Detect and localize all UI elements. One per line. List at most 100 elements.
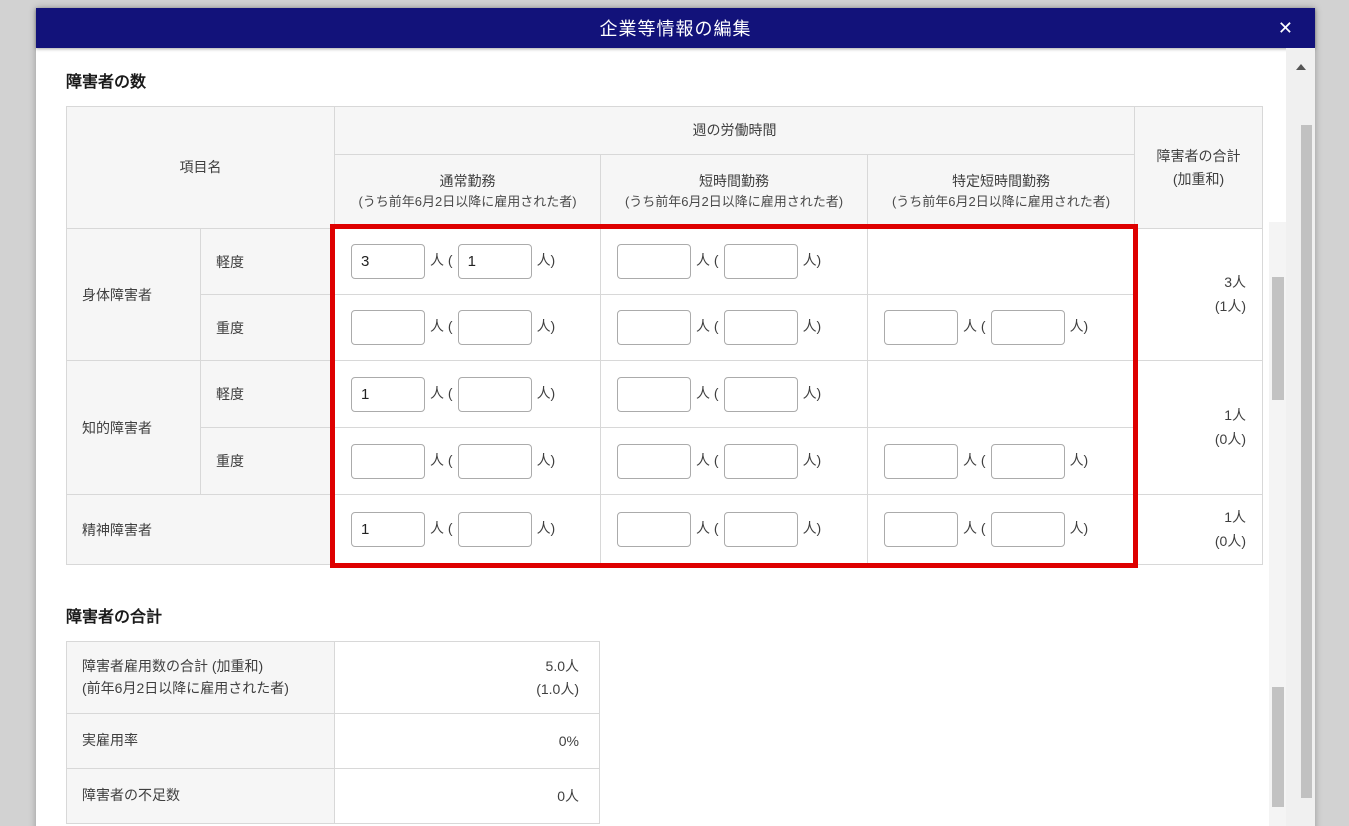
- count-input[interactable]: [617, 244, 691, 279]
- column-header-normal-work: 通常勤務 (うち前年6月2日以降に雇用された者): [334, 154, 601, 229]
- unit-label: 人 (: [430, 318, 453, 335]
- unit-label: 人): [536, 451, 556, 468]
- unit-label: 人): [802, 451, 822, 468]
- unit-label: 人): [802, 384, 822, 401]
- unit-label: 人 (: [430, 252, 453, 269]
- modal-body: 障害者の数 項目名 週の労働時間 障害者の合計 (加重和): [36, 48, 1315, 824]
- table-row: 障害者の不足数 0人: [66, 768, 600, 824]
- unit-label: 人 (: [696, 384, 719, 401]
- totals-row-label: 障害者雇用数の合計 (加重和) (前年6月2日以降に雇用された者): [66, 641, 335, 714]
- totals-section: 障害者の合計 障害者雇用数の合計 (加重和) (前年6月2日以降に雇用された者)…: [66, 603, 1315, 824]
- group-label-intellectual: 知的障害者: [66, 360, 201, 495]
- input-cell-normal: 人 ( 人): [334, 294, 601, 361]
- totals-row-value: 0%: [334, 713, 600, 769]
- weekly-hours-header: 週の労働時間: [333, 106, 1136, 155]
- unit-label: 人 (: [963, 520, 986, 537]
- count-input[interactable]: [351, 244, 425, 279]
- modal-header: 企業等情報の編集 ✕: [36, 8, 1315, 48]
- unit-label: 人 (: [430, 451, 453, 468]
- recent-count-input[interactable]: [990, 310, 1065, 345]
- group-total-mental: 1人 (0人): [1134, 494, 1264, 565]
- unit-label: 人 (: [696, 252, 719, 269]
- empty-cell-special: [866, 360, 1136, 428]
- total-column-header: 障害者の合計 (加重和): [1134, 106, 1264, 229]
- severity-label: 軽度: [200, 360, 335, 428]
- recent-count-input[interactable]: [457, 512, 532, 547]
- section-heading-disabled-count: 障害者の数: [66, 74, 147, 91]
- totals-table: 障害者雇用数の合計 (加重和) (前年6月2日以降に雇用された者) 5.0人 (…: [66, 641, 600, 824]
- count-input[interactable]: [617, 376, 691, 412]
- unit-label: 人): [536, 318, 556, 335]
- unit-label: 人): [1069, 451, 1089, 468]
- recent-count-input[interactable]: [723, 310, 798, 345]
- table-row: 重度 人 ( 人) 人 ( 人) 人 ( 人): [67, 294, 1263, 361]
- inner-scrollbar-thumb-bottom[interactable]: [1272, 687, 1284, 807]
- disabled-count-table-wrap: 項目名 週の労働時間 障害者の合計 (加重和) 通常勤務 (うち前年6月2日以降…: [66, 106, 1264, 568]
- count-input[interactable]: [351, 310, 425, 345]
- input-cell-special: 人 ( 人): [866, 494, 1136, 565]
- input-cell-special: 人 ( 人): [866, 427, 1136, 495]
- scrollbar-track[interactable]: [1286, 48, 1315, 826]
- input-cell-short: 人 ( 人): [600, 294, 868, 361]
- unit-label: 人 (: [430, 520, 453, 537]
- severity-label: 重度: [200, 294, 335, 361]
- unit-label: 人): [1069, 318, 1089, 335]
- item-name-header: 項目名: [66, 106, 335, 229]
- disabled-count-table: 項目名 週の労働時間 障害者の合計 (加重和) 通常勤務 (うち前年6月2日以降…: [66, 106, 1264, 565]
- count-input[interactable]: [884, 310, 958, 345]
- table-row: 実雇用率 0%: [66, 713, 600, 769]
- unit-label: 人): [802, 318, 822, 335]
- recent-count-input[interactable]: [723, 244, 798, 279]
- group-label-physical: 身体障害者: [66, 228, 201, 361]
- recent-count-input[interactable]: [457, 244, 532, 279]
- recent-count-input[interactable]: [723, 512, 798, 547]
- recent-count-input[interactable]: [990, 512, 1065, 547]
- count-input[interactable]: [351, 443, 425, 479]
- input-cell-short: 人 ( 人): [600, 360, 868, 428]
- input-cell-normal: 人 ( 人): [334, 427, 601, 495]
- totals-row-value: 0人: [334, 768, 600, 824]
- count-input[interactable]: [617, 443, 691, 479]
- recent-count-input[interactable]: [457, 376, 532, 412]
- unit-label: 人 (: [696, 318, 719, 335]
- section-heading-totals: 障害者の合計: [66, 609, 163, 626]
- recent-count-input[interactable]: [723, 443, 798, 479]
- input-cell-normal: 人 (人): [334, 494, 601, 565]
- input-cell-normal: 人 ( 人): [334, 228, 601, 295]
- severity-label: 重度: [200, 427, 335, 495]
- unit-label: 人 (: [696, 520, 719, 537]
- unit-label: 人 (: [430, 384, 453, 401]
- modal-title: 企業等情報の編集: [599, 19, 752, 39]
- input-cell-short: 人 (人): [600, 228, 868, 295]
- recent-count-input[interactable]: [457, 310, 532, 345]
- input-cell-normal: 人 ( 人): [334, 360, 601, 428]
- unit-label: 人 (: [696, 451, 719, 468]
- table-row: 知的障害者 軽度 人 (人) 人 (人) 1人 (0人): [66, 360, 1264, 495]
- count-input[interactable]: [884, 512, 958, 547]
- count-input[interactable]: [617, 512, 691, 547]
- unit-label: 人): [536, 384, 556, 401]
- unit-label: 人): [536, 252, 556, 269]
- unit-label: 人): [1069, 520, 1089, 537]
- unit-label: 人): [802, 520, 822, 537]
- table-row: 障害者雇用数の合計 (加重和) (前年6月2日以降に雇用された者) 5.0人 (…: [66, 641, 600, 714]
- table-row: 精神障害者 人 (人) 人 (人) 人 (人) 1人 (0人): [66, 494, 1264, 565]
- count-input[interactable]: [884, 443, 958, 479]
- close-icon[interactable]: ✕: [1277, 18, 1293, 38]
- count-input[interactable]: [351, 512, 425, 547]
- count-input[interactable]: [351, 376, 425, 412]
- recent-count-input[interactable]: [457, 443, 532, 479]
- count-input[interactable]: [617, 310, 691, 345]
- group-label-mental: 精神障害者: [66, 494, 335, 565]
- scroll-up-arrow-icon[interactable]: [1296, 64, 1306, 70]
- input-cell-short: 人 ( 人): [600, 427, 868, 495]
- empty-cell-special: [866, 228, 1136, 295]
- table-row: 重度 人 ( 人) 人 ( 人) 人 ( 人): [67, 427, 1263, 495]
- scrollbar-thumb[interactable]: [1301, 125, 1312, 798]
- recent-count-input[interactable]: [990, 443, 1065, 479]
- group-total-physical: 3人 (1人): [1134, 228, 1264, 361]
- inner-scrollbar-thumb-top[interactable]: [1272, 277, 1284, 400]
- recent-count-input[interactable]: [723, 376, 798, 412]
- unit-label: 人 (: [963, 451, 986, 468]
- inner-scrollbar-track[interactable]: [1269, 222, 1286, 826]
